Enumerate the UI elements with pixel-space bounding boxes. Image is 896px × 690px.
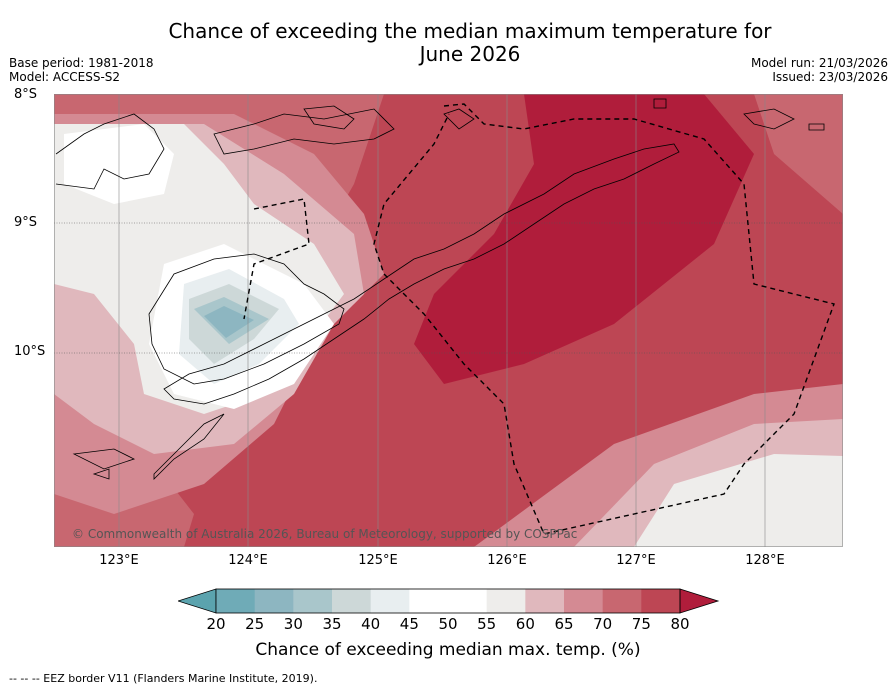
colorbar-segment-c30_35 <box>293 589 333 613</box>
colorbar-tick: 35 <box>322 615 342 633</box>
lat-label-9s: 9°S <box>14 215 38 230</box>
forecast-map <box>54 94 843 547</box>
title-line-1: Chance of exceeding the median maximum t… <box>168 19 772 43</box>
lat-label-8s: 8°S <box>14 87 38 102</box>
colorbar-tick: 20 <box>206 615 226 633</box>
colorbar-tick: 45 <box>399 615 419 633</box>
colorbar-segment-c25_30 <box>254 589 294 613</box>
lon-label-126e: 126°E <box>487 553 527 568</box>
lon-label-125e: 125°E <box>358 553 398 568</box>
map-title: Chance of exceeding the median maximum t… <box>130 20 810 66</box>
lat-label-10s: 10°S <box>14 344 46 359</box>
colorbar-tick: 80 <box>670 615 690 633</box>
band-25-30 <box>204 306 254 338</box>
colorbar-tick: 55 <box>477 615 497 633</box>
graticule <box>118 94 766 547</box>
model-run: Model run: 21/03/2026 <box>750 56 888 70</box>
base-period: Base period: 1981-2018 <box>9 56 154 70</box>
colorbar-segment-c70_75 <box>602 589 642 613</box>
colorbar-segment-c45_50 <box>409 589 449 613</box>
colorbar <box>178 588 720 614</box>
metadata-right: Model run: 21/03/2026 Issued: 23/03/2026 <box>751 56 888 84</box>
colorbar-tick: 75 <box>631 615 651 633</box>
colorbar-segment-c35_40 <box>332 589 372 613</box>
colorbar-tick: 70 <box>593 615 613 633</box>
issued-date: Issued: 23/03/2026 <box>772 70 888 84</box>
colorbar-tick: 25 <box>245 615 265 633</box>
colorbar-segment-c75_80 <box>641 589 681 613</box>
colorbar-segment-c65_70 <box>564 589 604 613</box>
colorbar-segment-c50_55 <box>448 589 488 613</box>
colorbar-label: Chance of exceeding median max. temp. (%… <box>255 640 641 660</box>
lon-label-123e: 123°E <box>99 553 139 568</box>
band-gt80 <box>414 94 754 384</box>
latitude-lines <box>54 222 843 354</box>
eez-border-legend: -- -- -- EEZ border V11 (Flanders Marine… <box>9 672 318 685</box>
coastlines <box>55 98 825 480</box>
copyright-notice: © Commonwealth of Australia 2026, Bureau… <box>72 527 578 541</box>
colorbar-segment-c40_45 <box>370 589 410 613</box>
colorbar-extend-low <box>178 588 217 614</box>
colorbar-tick: 65 <box>554 615 574 633</box>
colorbar-extend-high <box>679 588 720 614</box>
lon-label-128e: 128°E <box>745 553 785 568</box>
title-line-2: June 2026 <box>419 42 521 66</box>
model-name: Model: ACCESS-S2 <box>9 70 121 84</box>
band-55-60-southeast <box>634 454 843 547</box>
lon-label-124e: 124°E <box>228 553 268 568</box>
eez-border <box>243 103 835 535</box>
metadata-left: Base period: 1981-2018 Model: ACCESS-S2 <box>9 56 154 84</box>
colorbar-tick: 60 <box>515 615 535 633</box>
colorbar-tick: 30 <box>283 615 303 633</box>
colorbar-tick: 50 <box>438 615 458 633</box>
colorbar-segment-c60_65 <box>525 589 565 613</box>
colorbar-segment-c55_60 <box>486 589 526 613</box>
colorbar-segment-c20_25 <box>216 589 256 613</box>
colorbar-tick: 40 <box>361 615 381 633</box>
lon-label-127e: 127°E <box>616 553 656 568</box>
